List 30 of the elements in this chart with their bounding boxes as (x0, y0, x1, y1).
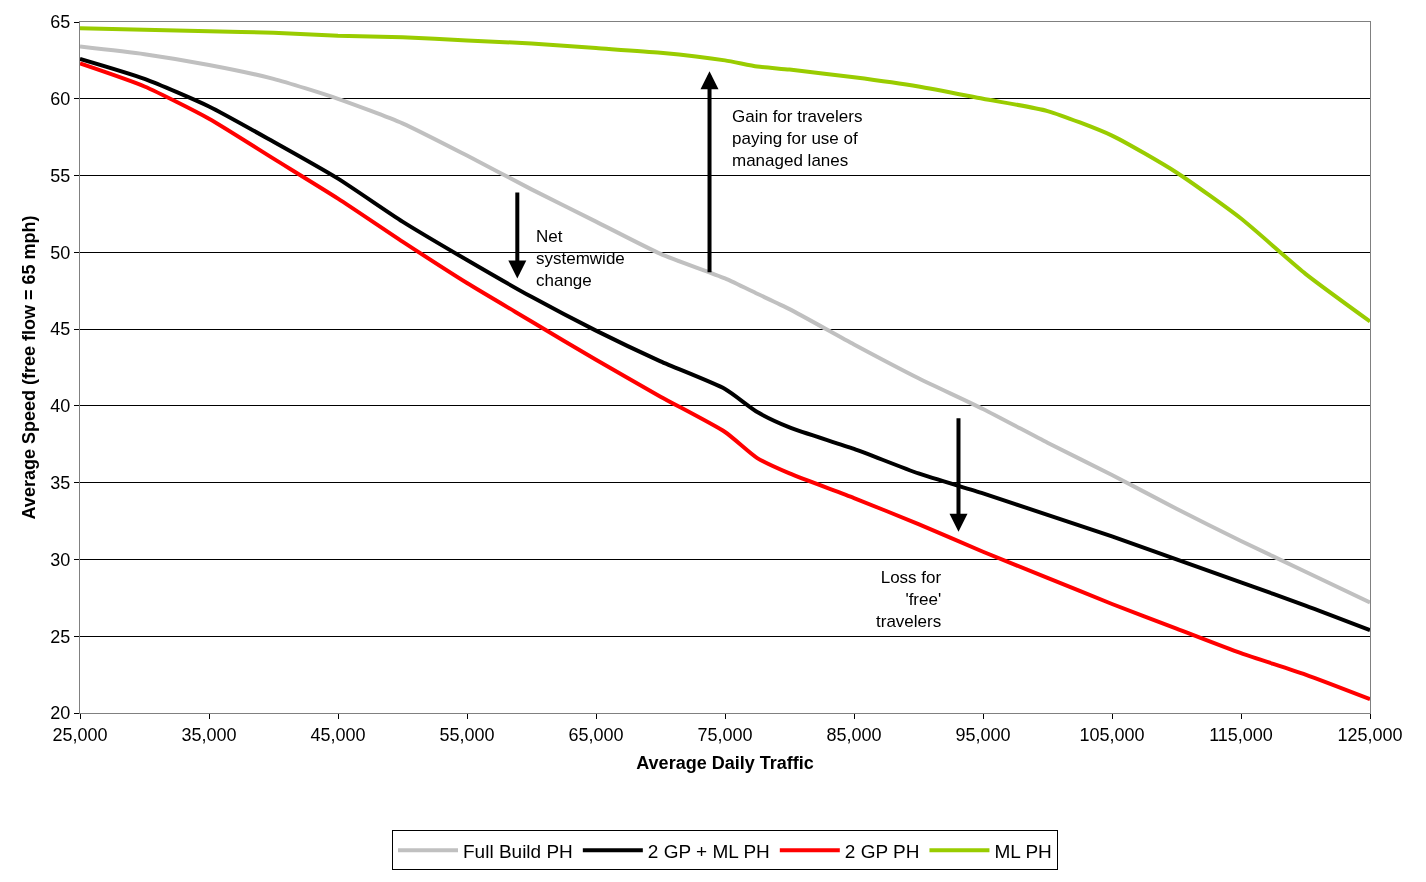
legend-label: 2 GP + ML PH (647, 840, 770, 862)
x-tick-label: 125,000 (1337, 724, 1403, 745)
annotation: Net systemwide change (536, 227, 625, 291)
legend-label: 2 GP PH (844, 840, 920, 862)
annotation: Loss for 'free' travelers (876, 568, 942, 632)
x-tick-label: 75,000 (697, 724, 753, 745)
y-tick-label: 60 (50, 89, 71, 110)
x-tick-label: 55,000 (439, 724, 495, 745)
legend-label: Full Build PH (463, 840, 573, 862)
y-axis-title: Average Speed (free flow = 65 mph) (18, 215, 39, 520)
legend-label: ML PH (994, 840, 1052, 862)
x-tick-label: 65,000 (568, 724, 624, 745)
y-tick-label: 65 (50, 12, 71, 33)
x-tick-label: 105,000 (1079, 724, 1145, 745)
annotation: Gain for travelers paying for use of managed lanes (732, 107, 863, 171)
x-tick-label: 25,000 (52, 724, 108, 745)
x-axis-title: Average Daily Traffic (636, 752, 814, 773)
x-tick-label: 35,000 (181, 724, 237, 745)
y-tick-label: 45 (50, 319, 71, 340)
y-tick-label: 50 (50, 242, 71, 263)
x-tick-label: 85,000 (826, 724, 882, 745)
x-tick-label: 95,000 (955, 724, 1011, 745)
x-tick-label: 115,000 (1209, 724, 1273, 745)
y-tick-label: 55 (50, 165, 71, 186)
y-tick-label: 20 (50, 703, 71, 724)
y-tick-label: 40 (50, 396, 71, 417)
y-tick-label: 25 (50, 626, 71, 647)
x-tick-label: 45,000 (310, 724, 366, 745)
y-tick-label: 35 (50, 472, 71, 493)
y-tick-label: 30 (50, 549, 71, 570)
